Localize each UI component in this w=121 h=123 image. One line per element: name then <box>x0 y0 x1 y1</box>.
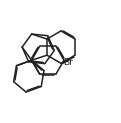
Text: Br: Br <box>63 58 73 67</box>
